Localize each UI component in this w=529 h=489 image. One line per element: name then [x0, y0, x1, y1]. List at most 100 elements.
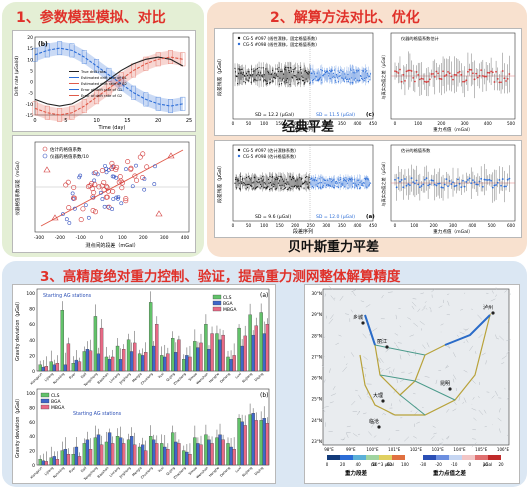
residual-point	[326, 70, 329, 72]
residual-point	[363, 70, 365, 72]
x-tick-label: 150	[276, 121, 284, 126]
residual-point	[234, 178, 237, 180]
residual-point	[335, 81, 337, 83]
y-axis-label: Gravity deviation（μGal）	[15, 299, 21, 361]
point-estimate	[432, 73, 435, 75]
point-estimate	[395, 70, 398, 73]
legend-swatch	[40, 392, 50, 398]
scatter-point	[100, 197, 105, 201]
residual-point	[236, 178, 238, 180]
residual-point	[314, 179, 316, 181]
terrain-line	[345, 313, 349, 315]
bar-cls	[259, 312, 263, 372]
legend-entry: CG-5 #097 (估计漂移系数)	[243, 147, 296, 154]
point-estimate	[438, 77, 441, 80]
residual-point	[277, 70, 280, 73]
point-estimate	[405, 184, 408, 187]
terrain-line	[362, 412, 367, 415]
city-marker	[385, 345, 389, 349]
terrain-line	[397, 342, 402, 344]
scatter-point	[63, 182, 69, 188]
residual-point	[258, 74, 261, 76]
terrain-line	[372, 327, 378, 332]
colorbar2-cell	[423, 455, 436, 460]
terrain-line	[477, 314, 483, 320]
residual-point	[312, 79, 315, 81]
bar-mbga	[144, 450, 148, 466]
point-estimate	[437, 182, 439, 185]
bar-bga	[207, 349, 211, 372]
residual-point	[366, 72, 368, 74]
y-tick-label: 10	[27, 57, 33, 63]
bar-cls	[193, 437, 197, 466]
bar-bga	[174, 352, 178, 372]
terrain-line	[358, 394, 362, 400]
y-tick-label: 100	[26, 291, 35, 297]
terrain-line	[352, 433, 358, 437]
point-estimate	[400, 80, 403, 83]
x-tick-label: -300	[34, 235, 44, 241]
residual-point	[324, 179, 327, 182]
residual-point	[237, 83, 239, 85]
residual-point	[346, 78, 349, 80]
bar-cls	[49, 361, 53, 372]
station-label: Honghe	[208, 466, 220, 478]
x-tick-label: 5	[64, 118, 67, 124]
residual-point	[290, 188, 292, 190]
point-estimate	[481, 75, 484, 77]
bar-bga	[218, 339, 222, 372]
point-estimate	[496, 181, 499, 184]
residual-point	[254, 70, 256, 72]
terrain-line	[446, 364, 448, 368]
residual-point	[292, 176, 294, 178]
point-estimate	[473, 78, 476, 81]
colorbar2-tick: -20	[435, 462, 442, 467]
residual-point	[287, 188, 289, 190]
terrain-line	[399, 379, 405, 383]
x-tick-label: 100	[260, 121, 268, 126]
residual-point	[333, 187, 335, 189]
legend-entry: Estimated drift rate of G1	[81, 76, 127, 80]
station-label: Jinghong	[118, 466, 132, 480]
residual-point	[310, 183, 312, 185]
residual-point	[331, 181, 333, 183]
residual-point	[360, 180, 362, 182]
residual-point	[287, 67, 289, 69]
residual-point	[267, 178, 270, 181]
residual-point	[329, 69, 331, 72]
residual-point	[326, 183, 328, 185]
scatter-point	[152, 182, 157, 186]
lat-label: 29°N	[311, 312, 322, 317]
scatter-point	[101, 179, 107, 185]
terrain-line	[395, 344, 400, 350]
residual-point	[369, 79, 371, 81]
point-estimate	[501, 178, 504, 180]
residual-point	[350, 180, 352, 182]
residual-point	[253, 78, 255, 80]
bar-cls	[38, 459, 42, 466]
scatter-point	[124, 167, 128, 172]
right-x-tick-label: 500	[488, 223, 496, 228]
scatter-point	[99, 168, 105, 174]
right-x-tick-label: 100	[414, 121, 422, 126]
residual-point	[305, 181, 307, 183]
scatter-point	[109, 160, 115, 166]
city-marker	[448, 387, 452, 391]
residual-point	[332, 186, 334, 189]
bar-cls	[82, 443, 87, 466]
y-axis-label: 段差残差（μGal）	[216, 56, 223, 96]
scatter-point	[67, 221, 72, 225]
station-label: Wenshan	[195, 372, 209, 386]
bar-mbga	[110, 356, 115, 372]
residual-point	[257, 181, 259, 184]
point-estimate	[443, 75, 446, 77]
series-line-1	[34, 47, 183, 107]
bar-bga	[207, 439, 211, 466]
residual-point	[250, 184, 252, 187]
residual-point	[306, 80, 308, 82]
residual-point	[336, 182, 339, 184]
terrain-line	[423, 305, 427, 308]
bar-mbga	[133, 444, 137, 466]
bar-cls	[60, 450, 64, 466]
y-tick-label: 40	[29, 338, 35, 344]
